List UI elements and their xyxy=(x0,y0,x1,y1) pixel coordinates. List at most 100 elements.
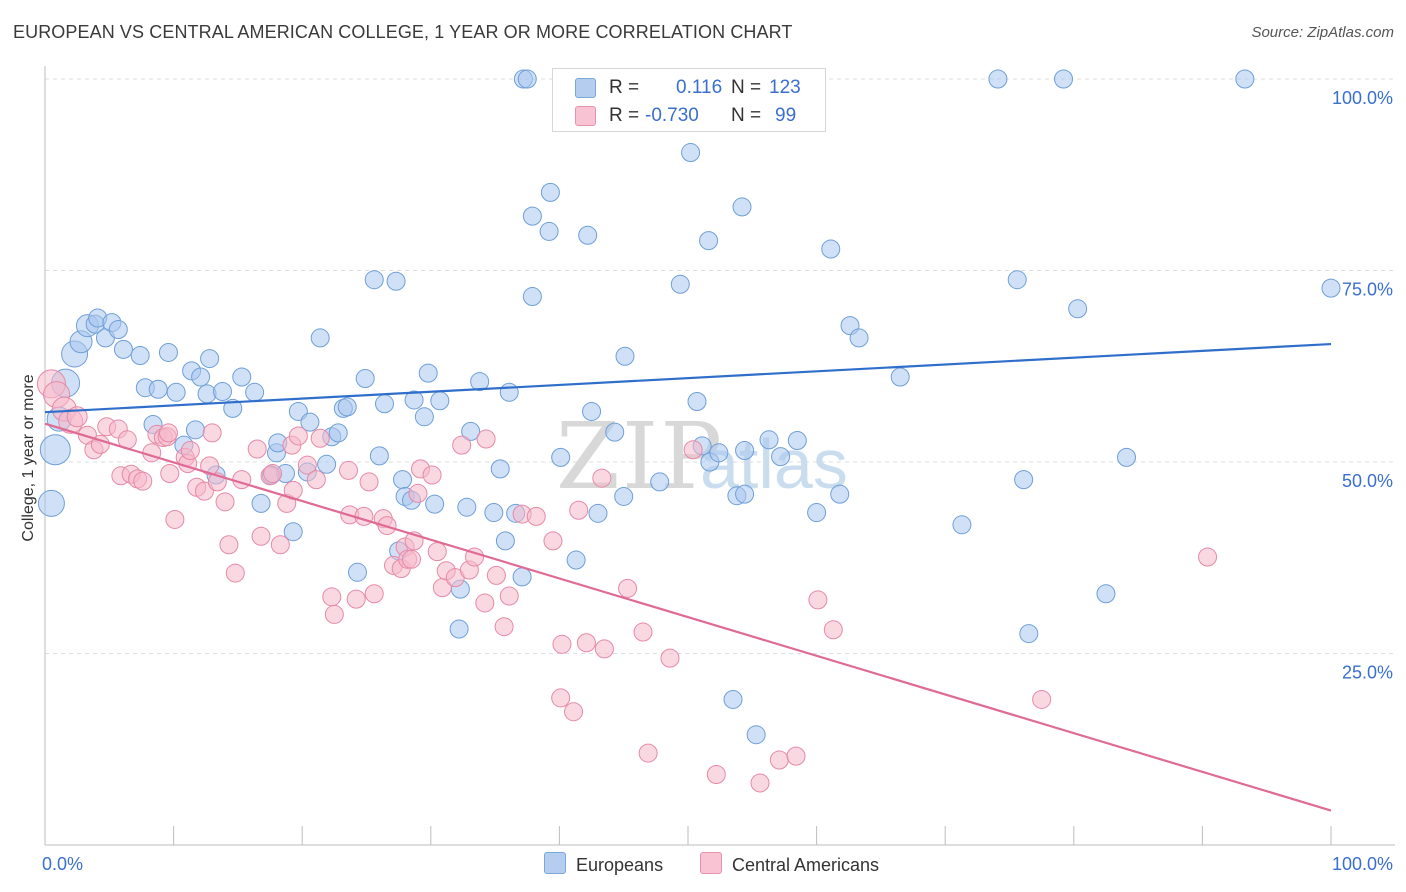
data-point xyxy=(592,468,612,488)
data-point xyxy=(247,439,267,459)
data-point xyxy=(430,391,450,411)
data-point xyxy=(180,441,200,461)
data-point xyxy=(1014,470,1034,490)
r-label: R = xyxy=(609,77,640,98)
data-point xyxy=(552,634,572,654)
r-value: -0.730 xyxy=(645,105,699,126)
data-point xyxy=(650,472,670,492)
data-point xyxy=(512,567,532,587)
stats-row-central-americans: R = -0.730 N = 99 xyxy=(553,101,825,129)
data-point xyxy=(683,440,703,460)
data-point xyxy=(133,471,153,491)
data-point xyxy=(681,143,701,163)
legend-item-central-americans: Central Americans xyxy=(700,852,879,876)
legend-label: Europeans xyxy=(576,855,664,875)
data-point xyxy=(723,689,743,709)
data-point xyxy=(251,526,271,546)
data-point xyxy=(200,456,220,476)
central-americans-legend-swatch xyxy=(700,852,722,874)
n-value: 123 xyxy=(769,77,801,98)
data-point xyxy=(310,328,330,348)
data-point xyxy=(449,619,469,639)
data-point xyxy=(605,422,625,442)
data-point xyxy=(113,339,133,359)
data-point xyxy=(297,455,317,475)
data-point xyxy=(160,463,180,483)
data-point xyxy=(582,401,602,421)
data-point xyxy=(1198,547,1218,567)
data-point xyxy=(750,773,770,793)
data-point xyxy=(346,589,366,609)
data-point xyxy=(386,271,406,291)
data-point xyxy=(787,431,807,451)
data-point xyxy=(709,443,729,463)
y-tick-label: 50.0% xyxy=(1342,471,1393,491)
data-point xyxy=(614,486,634,506)
data-point xyxy=(1117,447,1137,467)
data-point xyxy=(148,379,168,399)
data-point xyxy=(1096,584,1116,604)
data-point xyxy=(355,369,375,389)
trend-line xyxy=(44,422,1332,812)
n-label: N = xyxy=(731,105,762,126)
data-point xyxy=(618,578,638,598)
data-point xyxy=(202,423,222,443)
data-point xyxy=(633,622,653,642)
data-point xyxy=(37,489,65,517)
data-point xyxy=(564,702,584,722)
data-point xyxy=(495,531,515,551)
data-point xyxy=(108,319,128,339)
data-point xyxy=(807,503,827,523)
data-point xyxy=(306,470,326,490)
data-point xyxy=(425,494,445,514)
data-point xyxy=(452,435,472,455)
data-point xyxy=(540,182,560,202)
data-point xyxy=(769,750,789,770)
data-point xyxy=(212,382,232,402)
data-point xyxy=(484,503,504,523)
data-point xyxy=(539,221,559,241)
data-point xyxy=(219,535,239,555)
data-point xyxy=(270,535,290,555)
data-point xyxy=(746,725,766,745)
data-point xyxy=(310,428,330,448)
data-point xyxy=(1032,689,1052,709)
data-point xyxy=(158,342,178,362)
data-point xyxy=(759,430,779,450)
n-label: N = xyxy=(731,77,762,98)
data-point xyxy=(588,503,608,523)
data-point xyxy=(1054,69,1074,89)
data-point xyxy=(499,586,519,606)
data-point xyxy=(660,648,680,668)
data-point xyxy=(359,472,379,492)
data-point xyxy=(771,447,791,467)
data-point xyxy=(687,391,707,411)
data-point xyxy=(494,617,514,637)
data-point xyxy=(324,604,344,624)
data-point xyxy=(594,639,614,659)
data-point xyxy=(354,506,374,526)
data-point xyxy=(1235,69,1255,89)
data-point xyxy=(317,454,337,474)
data-point xyxy=(347,562,367,582)
data-point xyxy=(706,765,726,785)
data-point xyxy=(821,239,841,259)
chart-title: EUROPEAN VS CENTRAL AMERICAN COLLEGE, 1 … xyxy=(13,22,793,42)
data-point xyxy=(232,367,252,387)
legend-label: Central Americans xyxy=(732,855,880,875)
data-point xyxy=(165,509,185,529)
data-point xyxy=(952,515,972,535)
data-point xyxy=(849,328,869,348)
data-point xyxy=(402,549,422,569)
data-point xyxy=(191,367,211,387)
data-point xyxy=(364,584,384,604)
data-point xyxy=(364,270,384,290)
data-point xyxy=(486,565,506,585)
data-point xyxy=(337,397,357,417)
data-point xyxy=(263,463,283,483)
europeans-legend-swatch xyxy=(544,852,566,874)
data-point xyxy=(578,225,598,245)
data-point xyxy=(699,231,719,251)
data-point xyxy=(786,746,806,766)
